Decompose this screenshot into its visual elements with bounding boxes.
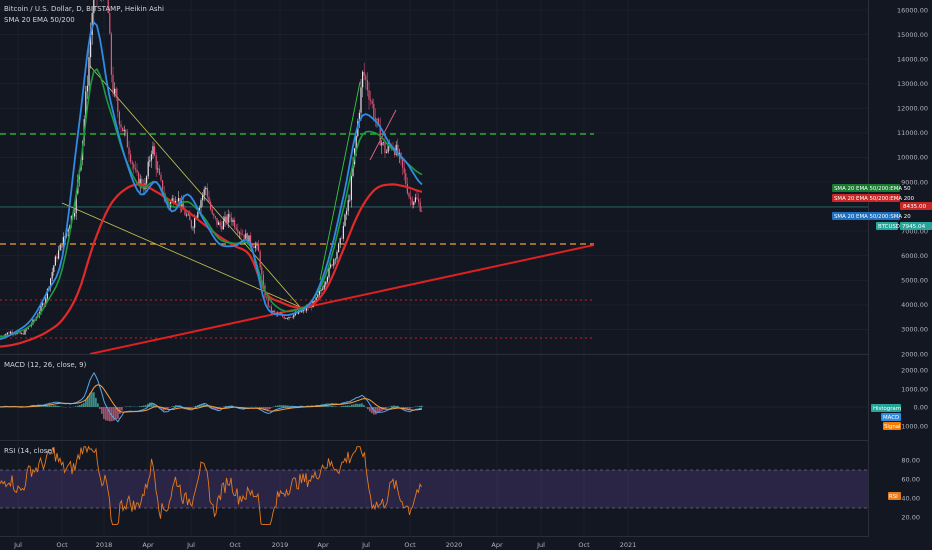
macd-tag-signal: Signal	[883, 422, 901, 430]
price-tag-ema50: SMA 20 EMA 50/200:EMA 50	[832, 184, 911, 192]
svg-text:MACD: MACD	[883, 415, 899, 421]
sma-20-line[interactable]	[0, 20, 423, 341]
time-axis-label: Apr	[142, 541, 154, 549]
time-axis-label: Jul	[536, 541, 545, 549]
price-pane[interactable]	[0, 0, 868, 354]
trend-line-green[interactable]	[319, 81, 361, 281]
price-axis-label: 14000.00	[897, 55, 928, 63]
macd-axis-label: 2000.00	[901, 366, 928, 374]
price-axis[interactable]: 16000.00 15000.00 14000.00 13000.00 12000.00…	[832, 0, 932, 537]
price-axis-label: 11000.00	[897, 129, 928, 137]
time-axis-label: 2018	[96, 541, 113, 549]
price-axis-label: 5000.00	[901, 277, 928, 285]
trend-line-pink[interactable]	[369, 109, 397, 161]
macd-axis-label: -1000.00	[899, 422, 928, 430]
time-axis-label: Jul	[13, 541, 22, 549]
price-axis-label: 3000.00	[901, 326, 928, 334]
svg-text:Signal: Signal	[884, 424, 901, 430]
rsi-axis-label: 80.00	[901, 456, 920, 464]
indicator-label: SMA 20 EMA 50/200	[4, 16, 75, 24]
macd-tag-macd: MACD	[881, 413, 901, 421]
price-axis-label: 10000.00	[897, 154, 928, 162]
time-axis-label: 2019	[272, 541, 289, 549]
price-tag-ema200-value: 8435.00	[900, 202, 932, 210]
macd-axis-label: 1000.00	[901, 385, 928, 393]
rsi-axis-label: 40.00	[901, 494, 920, 502]
price-axis-label: 9000.00	[901, 178, 928, 186]
svg-text:Histogram: Histogram	[873, 406, 901, 412]
vertical-grid	[17, 0, 629, 537]
price-tag-sma20: SMA 20 EMA 50/200:SMA 20	[832, 212, 911, 220]
svg-text:7945.04: 7945.04	[902, 224, 926, 230]
rsi-axis-label: 20.00	[901, 513, 920, 521]
price-axis-label: 12000.00	[897, 105, 928, 113]
time-axis-label: 2020	[446, 541, 463, 549]
rsi-line	[0, 445, 422, 526]
svg-text:SMA 20 EMA 50/200:SMA 20: SMA 20 EMA 50/200:SMA 20	[834, 214, 911, 220]
time-axis-label: Apr	[317, 541, 329, 549]
macd-signal-line	[0, 384, 423, 413]
time-axis-label: Oct	[229, 541, 241, 549]
price-axis-label: 7000.00	[901, 227, 928, 235]
price-axis-label: 16000.00	[897, 6, 928, 14]
macd-axis-label: 0.00	[914, 403, 928, 411]
time-axis-label: 2021	[620, 541, 637, 549]
price-axis-label: 13000.00	[897, 80, 928, 88]
price-tag-ema200: SMA 20 EMA 50/200:EMA 200	[832, 194, 915, 202]
time-axis-label: Oct	[578, 541, 590, 549]
price-axis-label: 15000.00	[897, 31, 928, 39]
chart-title: Bitcoin / U.S. Dollar, D, BITSTAMP, Heik…	[4, 5, 164, 13]
trend-line-red[interactable]	[89, 244, 595, 355]
price-tag-btc: BTCUSD 7945.04	[876, 222, 932, 230]
time-axis-label: Jul	[361, 541, 370, 549]
rsi-tag: RSI	[888, 492, 901, 500]
time-axis[interactable]: Jul Oct 2018 Apr Jul Oct 2019 Apr Jul Oct 2020 Apr J…	[13, 541, 636, 549]
rsi-title: RSI (14, close)	[4, 447, 55, 455]
price-axis-label: 2000.00	[901, 350, 928, 358]
ema-200-line[interactable]	[0, 183, 423, 348]
trend-line-yellow-upper[interactable]	[89, 65, 301, 308]
horizontal-grid	[0, 9, 868, 355]
svg-text:BTCUSD: BTCUSD	[878, 224, 900, 230]
macd-title: MACD (12, 26, close, 9)	[4, 361, 87, 369]
rsi-axis-label: 60.00	[901, 475, 920, 483]
time-axis-label: Apr	[491, 541, 503, 549]
svg-text:8435.00: 8435.00	[903, 204, 927, 210]
price-axis-label: 4000.00	[901, 301, 928, 309]
ema-50-line[interactable]	[0, 68, 423, 338]
svg-text:SMA 20 EMA 50/200:EMA 50: SMA 20 EMA 50/200:EMA 50	[834, 186, 911, 192]
macd-tag-histogram: Histogram	[871, 404, 901, 412]
macd-line	[0, 371, 423, 423]
svg-text:SMA 20 EMA 50/200:EMA 200: SMA 20 EMA 50/200:EMA 200	[834, 196, 915, 202]
svg-text:RSI: RSI	[889, 494, 898, 500]
time-axis-label: Jul	[186, 541, 195, 549]
rsi-pane[interactable]: RSI (14, close)	[0, 445, 868, 526]
time-axis-label: Oct	[404, 541, 416, 549]
macd-pane[interactable]: MACD (12, 26, close, 9)	[0, 361, 868, 423]
price-axis-label: 6000.00	[901, 252, 928, 260]
time-axis-label: Oct	[56, 541, 68, 549]
